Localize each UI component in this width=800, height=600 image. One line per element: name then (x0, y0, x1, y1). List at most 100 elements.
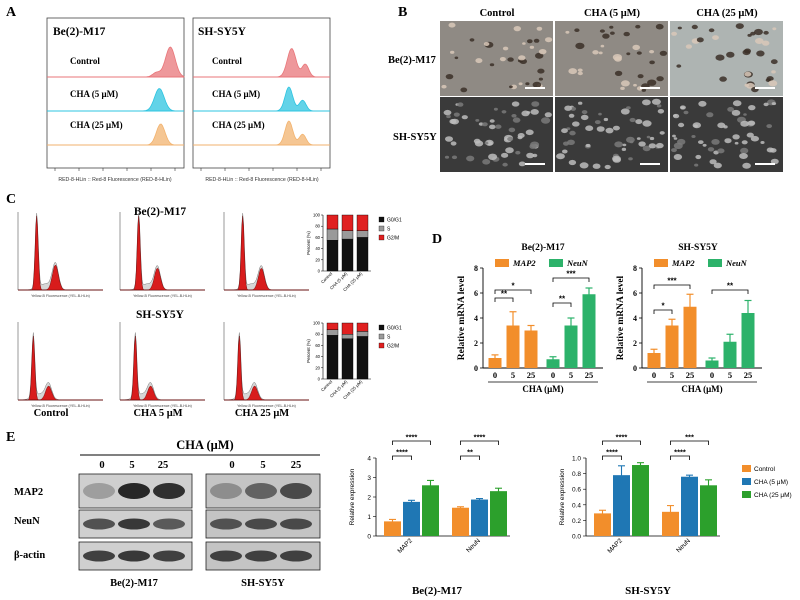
cell-body (515, 150, 521, 155)
legend-label: CHA (25 μM) (754, 492, 792, 499)
panel-a-row-control-be2: Control (70, 56, 100, 66)
cell-body (692, 122, 701, 129)
bar (705, 360, 719, 368)
blot-band (153, 550, 185, 562)
significance-bracket (602, 455, 622, 460)
cell-body (743, 113, 747, 116)
panel-b-col-cha5: CHA (5 μM) (584, 8, 641, 19)
cell-body (612, 155, 621, 162)
significance-label: **** (406, 433, 418, 442)
cell-body (740, 147, 749, 154)
panel-label-c: C (6, 192, 16, 207)
legend-swatch (742, 478, 751, 485)
cell-body (717, 148, 725, 154)
cell-body (626, 52, 631, 56)
cell-body (672, 134, 676, 138)
cell-body (581, 110, 588, 115)
cell-body (530, 109, 539, 115)
cell-body (509, 85, 513, 89)
ytick-label: 4 (633, 314, 637, 323)
cell-body (563, 141, 569, 146)
cycle-histogram-xlabel: Yellow-B Fluorescence (YEL-B-HLin) (31, 294, 90, 298)
panel-b: Control CHA (5 μM) CHA (25 μM) Be(2)-M17… (388, 8, 783, 172)
cell-body (575, 42, 585, 50)
significance-bracket (552, 302, 572, 307)
significance-bracket (392, 455, 412, 460)
cell-body (626, 106, 631, 110)
cell-body (565, 30, 570, 34)
cell-body (620, 108, 630, 115)
cell-body (482, 122, 488, 127)
panel-e-dose-sh-25: 25 (291, 460, 302, 471)
cell-body (556, 153, 565, 160)
significance-bracket (653, 284, 691, 289)
cell-body (656, 104, 662, 108)
stack-bar-segment (341, 334, 354, 339)
cell-body (712, 35, 719, 40)
cell-body (635, 24, 641, 29)
cell-body (602, 33, 610, 39)
xtick-label: 25 (527, 370, 536, 380)
significance-bracket (460, 455, 480, 460)
cell-body (742, 162, 751, 169)
cell-body (518, 161, 526, 167)
panel-c: Be(2)-M17 SH-SY5Y Control CHA 5 μM CHA 2… (17, 206, 402, 419)
legend-label: MAP2 (512, 258, 536, 268)
bar (647, 353, 661, 368)
stack-bar-segment (326, 329, 339, 336)
ytick-label: 0 (474, 364, 478, 373)
cell-body (747, 120, 756, 126)
significance-bracket (711, 289, 749, 294)
panel-label-b: B (398, 5, 407, 20)
stack-bar-segment (356, 230, 369, 238)
blot-band (280, 550, 312, 562)
blot-band (118, 550, 150, 562)
cell-body (545, 37, 553, 43)
cycle-histogram-g1-peak (120, 215, 205, 291)
cell-body (544, 112, 552, 118)
cell-body (580, 114, 589, 121)
significance-label: ** (559, 295, 566, 304)
cell-body (510, 84, 517, 90)
cell-body (577, 71, 583, 76)
cell-body (610, 31, 615, 35)
cell-body (756, 50, 765, 57)
cell-body (507, 136, 514, 142)
cycle-histogram-g2-peak (224, 385, 309, 401)
significance-bracket (392, 440, 431, 445)
cell-body (501, 152, 509, 158)
bar (564, 325, 578, 368)
cell-body (536, 26, 543, 31)
cell-body (482, 159, 491, 165)
cell-body (646, 135, 651, 139)
panel-e-protein-neun: NeuN (14, 516, 40, 527)
histogram-trace (193, 120, 330, 146)
cell-body (541, 117, 551, 124)
cell-body (717, 122, 726, 129)
cell-body (673, 154, 683, 160)
chart-title: SH-SY5Y (678, 243, 718, 253)
cell-body (694, 163, 699, 167)
xtick-label: 5 (728, 370, 732, 380)
cell-body (577, 68, 583, 72)
cell-body (609, 25, 614, 29)
cycle-histogram-g1-peak (18, 335, 103, 401)
cell-body (525, 129, 534, 136)
xtick-label: 0 (652, 370, 656, 380)
ytick-label: 4 (367, 456, 371, 463)
cell-body (637, 74, 644, 79)
bar (662, 511, 679, 536)
cell-body (505, 147, 514, 154)
cell-body (513, 26, 521, 32)
cell-body (564, 105, 572, 111)
cell-body (562, 149, 568, 154)
cell-body (489, 119, 495, 123)
cell-body (678, 122, 685, 128)
blot-band (245, 518, 277, 530)
cell-body (502, 46, 509, 51)
cell-body (691, 135, 696, 138)
cell-body (763, 102, 769, 107)
blot-band (280, 518, 312, 530)
stack-bar-segment (356, 336, 369, 380)
panel-a-row-control-sh: Control (212, 56, 242, 66)
